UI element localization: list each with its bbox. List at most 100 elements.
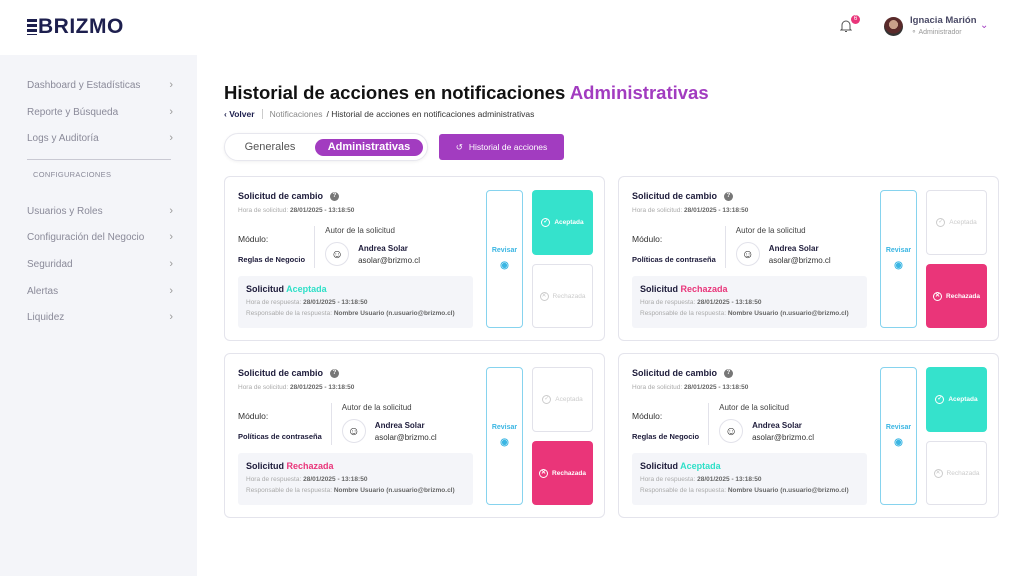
sidebar-item-logs[interactable]: Logs y Auditoría › — [27, 132, 173, 144]
response-time-value: 28/01/2025 - 13:18:50 — [697, 476, 762, 483]
module-label: Módulo: — [238, 411, 269, 421]
response-time-label: Hora de respuesta: — [246, 476, 302, 483]
responsible-value: Nombre Usuario (n.usuario@brizmo.cl) — [727, 487, 849, 494]
help-icon[interactable]: ? — [724, 368, 734, 378]
response-box: Solicitud Aceptada Hora de respuesta: 28… — [238, 276, 473, 328]
help-icon[interactable]: ? — [724, 191, 734, 201]
nav-label: Usuarios y Roles — [27, 205, 103, 217]
history-icon: ↺ — [455, 141, 463, 152]
module-value: Políticas de contraseña — [632, 255, 716, 264]
request-card: Solicitud de cambio? Hora de solicitud: … — [224, 353, 605, 518]
response-responsible: Responsable de la respuesta: Nombre Usua… — [246, 310, 465, 317]
request-time-label: Hora de solicitud: — [238, 207, 289, 214]
tab-switch: Generales Administrativas — [224, 133, 428, 161]
review-button[interactable]: Revisar ◉ — [486, 190, 523, 328]
response-title-prefix: Solicitud — [246, 284, 284, 294]
logo-text: BRIZMO — [38, 15, 124, 38]
response-time-label: Hora de respuesta: — [640, 476, 696, 483]
breadcrumb-parent[interactable]: Notificaciones — [269, 109, 323, 119]
sidebar-section-title: CONFIGURACIONES — [33, 170, 112, 179]
chevron-right-icon: › — [169, 311, 173, 323]
response-box: Solicitud Rechazada Hora de respuesta: 2… — [238, 453, 473, 505]
history-button[interactable]: ↺ Historial de acciones — [439, 134, 564, 160]
response-responsible: Responsable de la respuesta: Nombre Usua… — [640, 487, 859, 494]
author-email: asolar@brizmo.cl — [358, 255, 421, 265]
sidebar-item-seguridad[interactable]: Seguridad › — [27, 258, 173, 270]
request-time-value: 28/01/2025 - 13:18:50 — [290, 384, 355, 391]
responsible-value: Nombre Usuario (n.usuario@brizmo.cl) — [333, 487, 455, 494]
notification-badge: 6 — [851, 15, 860, 24]
response-status: Rechazada — [286, 461, 334, 471]
chevron-right-icon: › — [169, 258, 173, 270]
module-block: Módulo: Políticas de contraseña — [632, 226, 726, 268]
sidebar-item-alertas[interactable]: Alertas › — [27, 285, 173, 297]
author-label: Autor de la solicitud — [719, 403, 789, 412]
request-time-label: Hora de solicitud: — [238, 384, 289, 391]
request-time-value: 28/01/2025 - 13:18:50 — [290, 207, 355, 214]
tab-generales[interactable]: Generales — [244, 141, 296, 153]
accepted-button[interactable]: ✓ Aceptada — [532, 367, 593, 432]
module-label: Módulo: — [632, 234, 663, 244]
sidebar-item-dashboard[interactable]: Dashboard y Estadísticas › — [27, 79, 173, 91]
tab-administrativas[interactable]: Administrativas — [315, 139, 423, 156]
sidebar-item-liquidez[interactable]: Liquidez › — [27, 311, 173, 323]
user-name[interactable]: Ignacia Marión — [910, 15, 977, 26]
accepted-button[interactable]: ✓ Aceptada — [926, 367, 987, 432]
card-title: Solicitud de cambio? — [632, 191, 734, 201]
top-header: BRIZMO 6 Ignacia Marión ⚬ Administrador … — [0, 0, 1024, 55]
rejected-button[interactable]: ✕ Rechazada — [926, 441, 987, 505]
sidebar-item-configuracion[interactable]: Configuración del Negocio › — [27, 231, 173, 243]
module-block: Módulo: Reglas de Negocio — [632, 403, 710, 445]
accepted-button[interactable]: ✓ Aceptada — [926, 190, 987, 255]
help-icon[interactable]: ? — [330, 368, 340, 378]
author-name: Andrea Solar — [752, 420, 802, 430]
responsible-value: Nombre Usuario (n.usuario@brizmo.cl) — [333, 310, 455, 317]
response-title: Solicitud Rechazada — [246, 461, 465, 471]
accepted-button[interactable]: ✓ Aceptada — [532, 190, 593, 255]
sidebar-item-usuarios[interactable]: Usuarios y Roles › — [27, 205, 173, 217]
review-button[interactable]: Revisar ◉ — [880, 367, 917, 505]
rejected-button[interactable]: ✕ Rechazada — [532, 441, 593, 505]
module-value: Reglas de Negocio — [238, 255, 306, 264]
author-email: asolar@brizmo.cl — [768, 255, 831, 265]
review-button[interactable]: Revisar ◉ — [880, 190, 917, 328]
request-time: Hora de solicitud: 28/01/2025 - 13:18:50 — [238, 207, 354, 214]
brizmo-logo[interactable]: BRIZMO — [27, 15, 124, 39]
sidebar-divider — [27, 159, 171, 160]
response-title-prefix: Solicitud — [640, 284, 678, 294]
responsible-label: Responsable de la respuesta: — [640, 310, 727, 317]
back-link[interactable]: ‹ Volver — [224, 109, 255, 119]
logo-mark-icon — [27, 19, 37, 35]
rejected-button[interactable]: ✕ Rechazada — [926, 264, 987, 328]
card-title-text: Solicitud de cambio — [632, 368, 718, 378]
help-icon[interactable]: ? — [330, 191, 340, 201]
request-time-label: Hora de solicitud: — [632, 384, 683, 391]
nav-label: Liquidez — [27, 311, 65, 323]
accepted-label: Aceptada — [948, 396, 978, 403]
module-value: Políticas de contraseña — [238, 432, 322, 441]
request-time: Hora de solicitud: 28/01/2025 - 13:18:50 — [632, 384, 748, 391]
request-details: Módulo: Reglas de Negocio Autor de la sol… — [238, 226, 478, 268]
user-avatar[interactable] — [884, 17, 903, 36]
review-button[interactable]: Revisar ◉ — [486, 367, 523, 505]
responsible-value: Nombre Usuario (n.usuario@brizmo.cl) — [727, 310, 849, 317]
chevron-down-icon[interactable]: ⌄ — [980, 20, 989, 31]
responsible-label: Responsable de la respuesta: — [246, 310, 333, 317]
response-responsible: Responsable de la respuesta: Nombre Usua… — [246, 487, 465, 494]
response-time-value: 28/01/2025 - 13:18:50 — [303, 476, 368, 483]
author-name: Andrea Solar — [768, 243, 819, 253]
chevron-right-icon: › — [169, 132, 173, 144]
sidebar-item-reporte[interactable]: Reporte y Búsqueda › — [27, 106, 173, 118]
rejected-button[interactable]: ✕ Rechazada — [532, 264, 593, 328]
card-title-text: Solicitud de cambio — [238, 191, 324, 201]
bell-icon[interactable] — [840, 19, 852, 33]
response-title: Solicitud Rechazada — [640, 284, 859, 294]
request-card: Solicitud de cambio? Hora de solicitud: … — [618, 176, 999, 341]
card-title-text: Solicitud de cambio — [238, 368, 324, 378]
response-time: Hora de respuesta: 28/01/2025 - 13:18:50 — [246, 299, 465, 306]
request-card: Solicitud de cambio? Hora de solicitud: … — [618, 353, 999, 518]
rejected-label: Rechazada — [552, 292, 586, 300]
card-title: Solicitud de cambio? — [632, 368, 734, 378]
nav-label: Dashboard y Estadísticas — [27, 79, 141, 91]
response-title-prefix: Solicitud — [640, 461, 678, 471]
